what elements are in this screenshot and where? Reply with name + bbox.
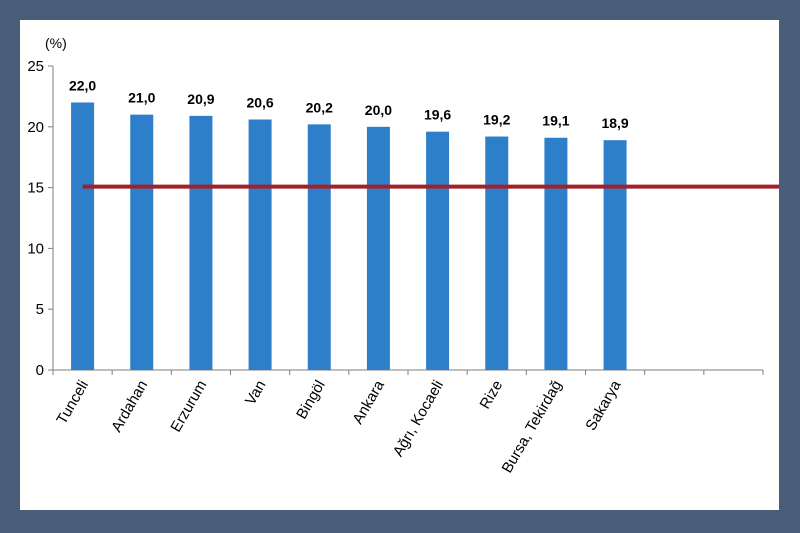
data-labels-group: 22,0 21,0 20,9 20,6 20,2 20,0 19,6 19,2 19,1 18,9 [69,77,629,131]
data-label: 19,6 [424,107,451,123]
y-tick-label: 20 [27,119,44,136]
x-tick-label: Ankara [349,377,388,427]
data-label: 20,6 [246,95,273,111]
bars-group [71,102,627,370]
data-label: 18,9 [601,115,628,131]
x-tick-label: Bursa, Tekirdağ [499,378,566,477]
bar [603,140,627,370]
x-tick-label: Tunceli [53,378,92,428]
y-tick-label: 5 [36,301,44,318]
y-unit-label: (%) [45,35,67,51]
bar [366,126,390,370]
bar [248,119,272,370]
x-tick-label: Erzurum [167,378,210,436]
x-tick-label: Ardahan [108,378,151,436]
x-tick-label: Bingöl [293,378,329,423]
bar [71,102,95,370]
data-label: 21,0 [128,90,155,106]
data-label: 19,2 [483,112,510,128]
data-label: 19,1 [542,113,569,129]
bar [130,114,154,370]
bar [544,137,568,370]
data-label: 22,0 [69,77,96,93]
bar [485,136,509,370]
x-tick-label: Ağrı, Kocaeli [390,378,447,460]
x-tick-label: Van [242,378,270,409]
y-tick-label: 15 [27,180,44,197]
data-label: 20,0 [365,102,392,118]
x-tick-label: Sakarya [582,377,625,434]
y-tick-label: 0 [36,362,44,379]
chart-panel: (%) 22,0 21,0 20,9 20,6 20,2 20,0 19,6 19,2 19,1… [20,20,779,510]
y-tick-label: 25 [27,58,44,75]
y-tick-label: 10 [27,240,44,257]
bar [426,131,450,370]
y-tick-labels-group: 0 5 10 15 20 25 [27,58,44,379]
bar [189,115,213,370]
data-label: 20,9 [187,91,214,107]
data-label: 20,2 [306,99,333,115]
x-tick-label: Rize [476,378,506,412]
axes [48,65,764,375]
bar [307,124,331,370]
x-tick-labels-group: Tunceli Ardahan Erzurum Van Bingöl Ankara Ağrı… [53,377,624,476]
bar-chart: (%) 22,0 21,0 20,9 20,6 20,2 20,0 19,6 19,2 19,1… [27,35,779,476]
